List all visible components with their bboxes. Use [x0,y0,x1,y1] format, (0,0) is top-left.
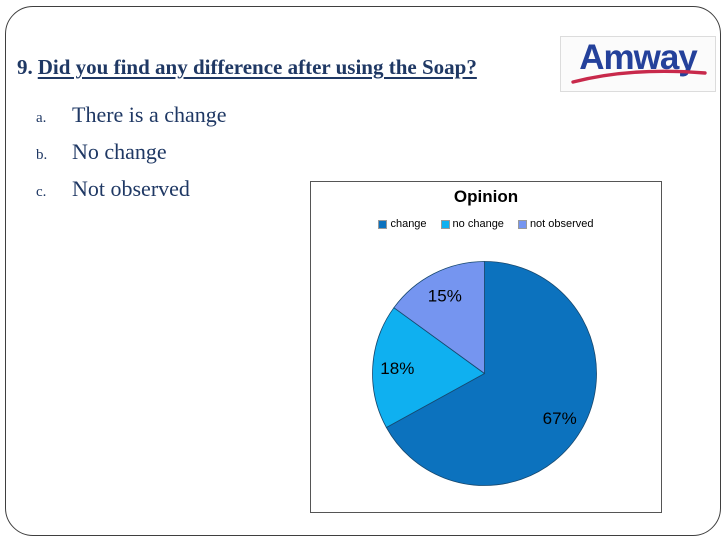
item-text: Not observed [72,176,190,201]
legend-swatch [378,219,388,229]
chart-title: Opinion [453,187,519,206]
chart-legend: change no change not observed [311,218,661,230]
opinion-chart-panel: Opinion change no change not observed 67% 1… [310,181,662,513]
legend-swatch [440,219,450,229]
legend-item-no-change: no change [440,218,504,230]
options-list: a. There is a change b. No change c. Not ob… [36,102,227,213]
legend-label: change [390,218,427,230]
list-item: a. There is a change [36,102,227,128]
pie-label: 67% [543,409,577,428]
amway-swoosh-icon [571,69,707,84]
question-number: 9. [17,55,33,79]
pie-slice-not-observed [393,261,485,375]
question-title: 9. Did you find any difference after usin… [17,55,477,80]
pie-chart-svg: 67% 18% 15% [372,261,597,486]
item-label: c. [36,184,47,200]
item-text: No change [72,139,167,164]
pie-label: 15% [428,287,462,306]
legend-swatch [517,219,527,229]
legend-label: no change [452,218,504,230]
item-text: There is a change [72,102,227,127]
list-item: c. Not observed [36,176,227,202]
question-text: Did you find any difference after using … [37,55,477,79]
pie-slice-change [385,261,597,486]
pie-label: 18% [380,359,414,378]
legend-item-change: change [378,218,427,230]
legend-item-not-observed: not observed [517,218,594,230]
item-label: a. [36,110,47,126]
amway-logo: Amway [560,36,716,92]
legend-label: not observed [529,218,594,230]
item-label: b. [36,147,48,163]
list-item: b. No change [36,139,227,165]
pie-slice-no-change [372,307,486,429]
